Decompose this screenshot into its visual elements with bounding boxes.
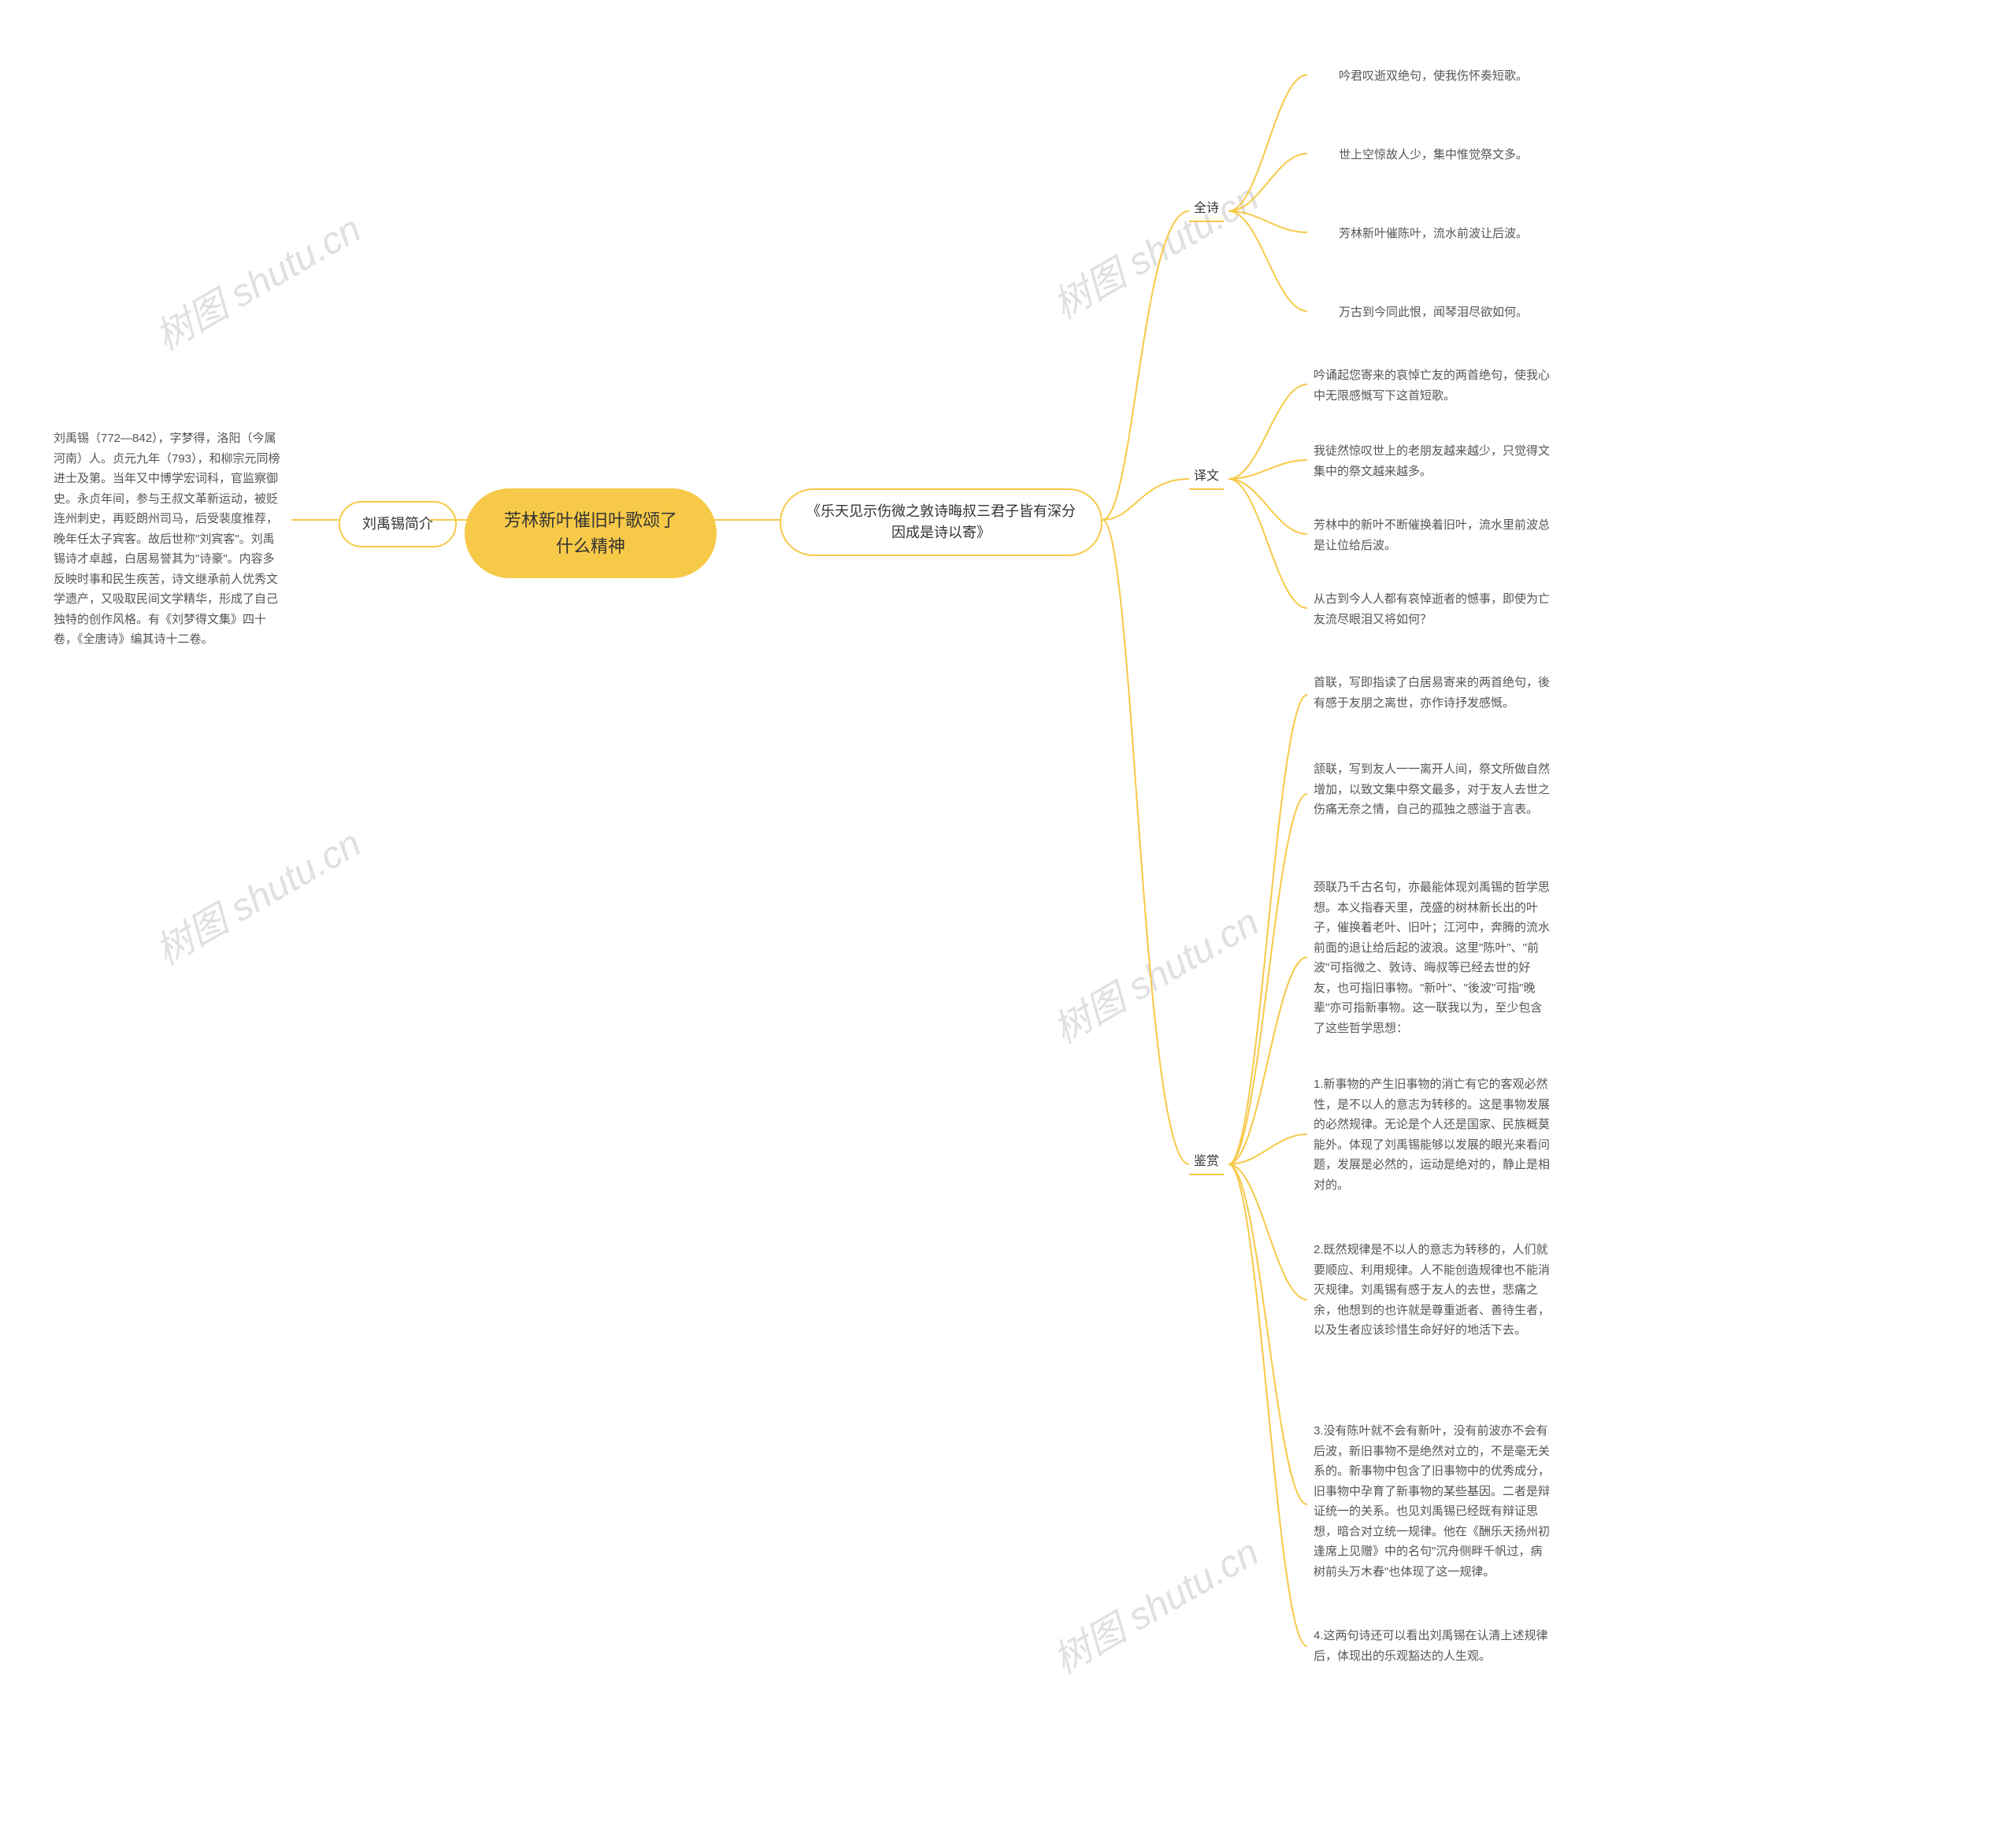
- mindmap-container: 芳林新叶催旧叶歌颂了什么精神 刘禹锡简介 刘禹锡（772—842），字梦得，洛阳…: [0, 0, 2016, 1844]
- section-yiwen[interactable]: 译文: [1189, 465, 1224, 490]
- quanshi-line-2: 世上空惊故人少，集中惟觉祭文多。: [1307, 142, 1559, 169]
- section-quanshi[interactable]: 全诗: [1189, 197, 1224, 222]
- yiwen-line-2: 我徒然惊叹世上的老朋友越来越少，只觉得文集中的祭文越来越多。: [1307, 438, 1559, 484]
- branch-right-label: 《乐天见示伤微之敦诗晦叔三君子皆有深分因成是诗以寄》: [803, 501, 1079, 544]
- center-node[interactable]: 芳林新叶催旧叶歌颂了什么精神: [465, 488, 717, 578]
- quanshi-line-3: 芳林新叶催陈叶，流水前波让后波。: [1307, 221, 1559, 247]
- yiwen-line-3: 芳林中的新叶不断催换着旧叶，流水里前波总是让位给后波。: [1307, 512, 1559, 558]
- jianshang-p5: 2.既然规律是不以人的意志为转移的，人们就要顺应、利用规律。人不能创造规律也不能…: [1307, 1237, 1559, 1344]
- left-leaf-text: 刘禹锡（772—842），字梦得，洛阳（今属河南）人。贞元九年（793），和柳宗…: [54, 429, 285, 650]
- jianshang-p4: 1.新事物的产生旧事物的消亡有它的客观必然性，是不以人的意志为转移的。这是事物发…: [1307, 1071, 1559, 1198]
- section-jianshang[interactable]: 鉴赏: [1189, 1150, 1224, 1175]
- connector-lines: [0, 0, 2016, 1844]
- yiwen-line-1: 吟诵起您寄来的哀悼亡友的两首绝句，使我心中无限感慨写下这首短歌。: [1307, 362, 1559, 409]
- section-jianshang-label: 鉴赏: [1194, 1150, 1219, 1169]
- jianshang-p7: 4.这两句诗还可以看出刘禹锡在认清上述规律后，体现出的乐观豁达的人生观。: [1307, 1623, 1559, 1669]
- branch-left-label: 刘禹锡简介: [362, 514, 433, 535]
- jianshang-p3: 颈联乃千古名句，亦最能体现刘禹锡的哲学思想。本义指春天里，茂盛的树林新长出的叶子…: [1307, 874, 1559, 1041]
- jianshang-p2: 颔联，写到友人一一离开人间，祭文所做自然增加，以致文集中祭文最多，对于友人去世之…: [1307, 756, 1559, 823]
- quanshi-line-4: 万古到今同此恨，闻琴泪尽欲如何。: [1307, 299, 1559, 326]
- section-quanshi-label: 全诗: [1194, 197, 1219, 216]
- jianshang-p1: 首联，写即指读了白居易寄来的两首绝句，後有感于友朋之离世，亦作诗抒发感慨。: [1307, 670, 1559, 716]
- yiwen-line-4: 从古到今人人都有哀悼逝者的憾事，即使为亡友流尽眼泪又将如何？: [1307, 586, 1559, 633]
- section-yiwen-label: 译文: [1194, 465, 1219, 484]
- branch-left[interactable]: 刘禹锡简介: [339, 501, 457, 547]
- jianshang-p6: 3.没有陈叶就不会有新叶，没有前波亦不会有后波，新旧事物不是绝然对立的，不是毫无…: [1307, 1418, 1559, 1585]
- left-leaf-author-bio: 刘禹锡（772—842），字梦得，洛阳（今属河南）人。贞元九年（793），和柳宗…: [47, 425, 291, 653]
- branch-right[interactable]: 《乐天见示伤微之敦诗晦叔三君子皆有深分因成是诗以寄》: [780, 488, 1102, 556]
- quanshi-line-1: 吟君叹逝双绝句，使我伤怀奏短歌。: [1307, 63, 1559, 90]
- center-title: 芳林新叶催旧叶歌颂了什么精神: [496, 507, 685, 559]
